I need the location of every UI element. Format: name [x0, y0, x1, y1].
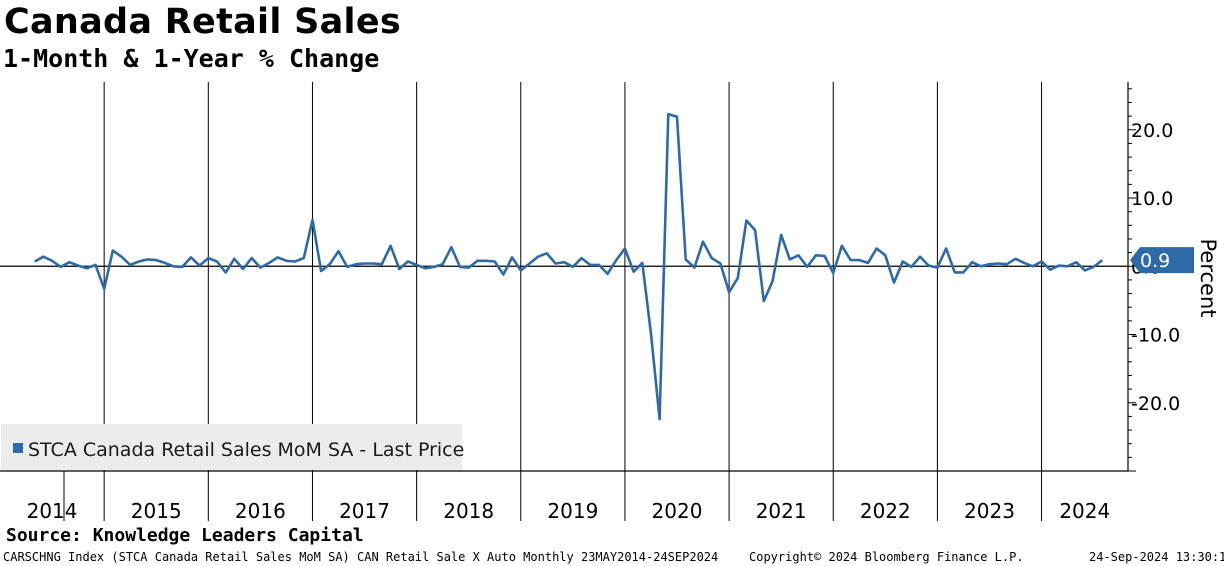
- x-axis-labels: 2014 2015 2016 2017 2018 2019 2020 2021 2022 2023…: [27, 471, 1110, 523]
- source-note: Source: Knowledge Leaders Capital: [6, 525, 364, 546]
- y-tick-label: 10.0: [1131, 188, 1173, 210]
- x-tick-label: 2022: [860, 499, 911, 523]
- x-tick-label: 2023: [964, 499, 1015, 523]
- axes: [0, 82, 1129, 472]
- x-tick-label: 2024: [1059, 499, 1110, 523]
- chart-title: Canada Retail Sales: [4, 2, 402, 42]
- y-tick-label: -20.0: [1131, 393, 1180, 415]
- legend-entry: STCA Canada Retail Sales MoM SA - Last P…: [28, 439, 464, 461]
- chart-subtitle: 1-Month & 1-Year % Change: [3, 44, 380, 73]
- y-tick-label: 20.0: [1131, 120, 1173, 142]
- index-info: CARSCHNG Index (STCA Canada Retail Sales…: [3, 550, 719, 564]
- timestamp: 24-Sep-2024 13:30:17: [1089, 550, 1224, 564]
- legend: STCA Canada Retail Sales MoM SA - Last P…: [1, 424, 464, 470]
- series-layer: [34, 112, 1104, 421]
- last-price-marker: 0.9: [1130, 247, 1194, 274]
- legend-background: [1, 424, 462, 470]
- series-line: [34, 112, 1104, 421]
- x-tick-label: 2014: [27, 499, 78, 523]
- x-tick-label: 2016: [235, 499, 286, 523]
- x-tick-label: 2017: [339, 499, 390, 523]
- x-tick-label: 2021: [756, 499, 807, 523]
- y-axis-title: Percent: [1196, 238, 1220, 317]
- copyright: Copyright© 2024 Bloomberg Finance L.P.: [749, 550, 1024, 564]
- x-tick-label: 2020: [652, 499, 703, 523]
- x-tick-label: 2015: [131, 499, 182, 523]
- last-price-label: 0.9: [1140, 250, 1170, 272]
- y-axis-ticks: 20.010.00.0-10.0-20.0: [1128, 88, 1180, 472]
- y-tick-label: -10.0: [1131, 325, 1180, 347]
- x-tick-label: 2019: [547, 499, 598, 523]
- x-tick-label: 2018: [443, 499, 494, 523]
- legend-swatch: [13, 443, 23, 453]
- grid-lines: [0, 82, 1128, 471]
- last-price-box: [1130, 247, 1194, 274]
